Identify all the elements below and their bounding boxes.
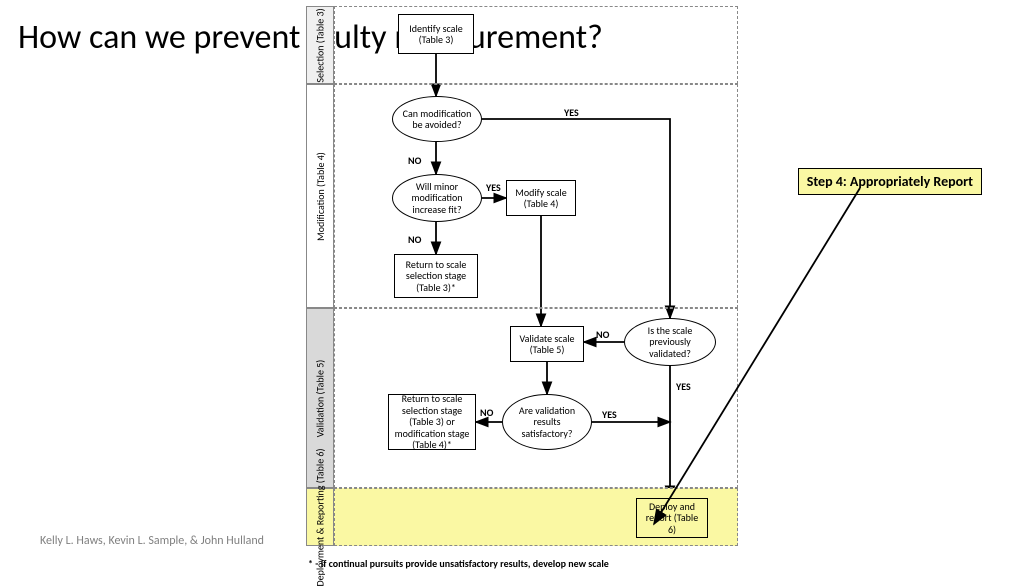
edge-label: YES — [676, 380, 691, 393]
stage-band: Selection (Table 3) — [306, 6, 334, 84]
stage-region — [334, 6, 738, 84]
node-deploy: Deploy and report (Table 6) — [636, 498, 708, 538]
stage-band: Deployment & Reporting (Table 6) — [306, 488, 334, 546]
node-minor: Will minor modification increase fit? — [392, 174, 482, 222]
node-prev: Is the scale previously validated? — [624, 318, 716, 366]
edge-label: NO — [480, 406, 493, 419]
band-label: Deployment & Reporting (Table 6) — [315, 448, 326, 586]
edge-label: NO — [596, 328, 609, 341]
edge-label: YES — [486, 181, 501, 194]
node-return1: Return to scale selection stage (Table 3… — [394, 254, 478, 298]
edge-label: NO — [408, 233, 421, 246]
node-identify: Identify scale (Table 3) — [398, 14, 474, 54]
band-label: Modification (Table 4) — [315, 152, 326, 241]
node-results: Are validation results satisfactory? — [502, 394, 592, 450]
node-validate: Validate scale (Table 5) — [510, 326, 584, 362]
node-modify: Modify scale (Table 4) — [506, 180, 576, 216]
authors: Kelly L. Haws, Kevin L. Sample, & John H… — [40, 534, 264, 548]
edge-label: YES — [602, 408, 617, 421]
edge-label: NO — [408, 154, 421, 167]
stage-band: Modification (Table 4) — [306, 84, 334, 308]
flowchart: Selection (Table 3) Modification (Table 4… — [306, 6, 738, 546]
node-avoid: Can modification be avoided? — [392, 96, 482, 142]
callout-step4: Step 4: Appropriately Report — [798, 168, 982, 195]
band-label: Validation (Table 5) — [315, 359, 326, 437]
node-return2: Return to scale selection stage (Table 3… — [388, 394, 476, 450]
edge-label: YES — [564, 106, 579, 119]
band-label: Selection (Table 3) — [315, 8, 326, 82]
footnote: * - If continual pursuits provide unsati… — [308, 557, 609, 570]
